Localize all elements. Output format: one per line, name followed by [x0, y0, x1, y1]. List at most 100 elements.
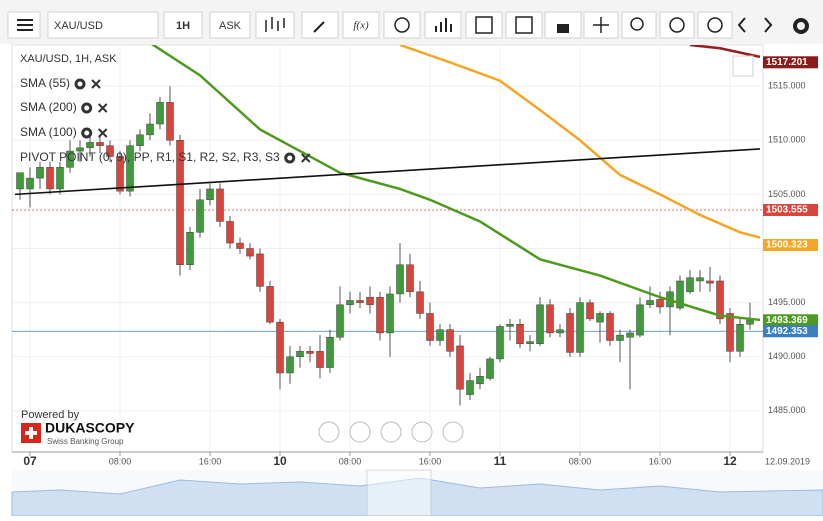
download-button[interactable]: [697, 11, 733, 39]
remove-icon[interactable]: [301, 153, 311, 163]
chart-type-button[interactable]: [255, 11, 295, 39]
candle-body: [316, 351, 324, 368]
y-tick-label: 1490.000: [768, 351, 806, 361]
x-tick-label: 07: [23, 454, 37, 468]
candle-body: [566, 313, 574, 353]
navigator: [11, 469, 823, 517]
period: 1H: [176, 20, 190, 32]
candle-body: [596, 313, 604, 323]
legend-label: SMA (200): [20, 100, 77, 114]
indicator-line: [151, 45, 761, 322]
candle-body: [556, 329, 564, 334]
logo-cross: [25, 427, 37, 439]
upload-icon: [669, 17, 685, 33]
candle-body: [16, 172, 24, 190]
settings-button[interactable]: [793, 18, 809, 34]
candle-body: [426, 313, 434, 341]
price-tag-label: 1492.353: [766, 326, 808, 337]
x-tick-label: 08:00: [569, 456, 592, 466]
calendar-button[interactable]: [465, 11, 503, 39]
candle-body: [446, 329, 454, 352]
candle-body: [476, 375, 484, 385]
gear-icon[interactable]: [284, 152, 296, 164]
candle-body: [66, 150, 74, 168]
candle-body: [726, 313, 734, 352]
candle-body: [406, 264, 414, 293]
legend-label: SMA (100): [20, 125, 77, 139]
candle-body: [746, 319, 754, 325]
candle-body: [716, 280, 724, 320]
navigator-window[interactable]: [366, 469, 432, 517]
news-button[interactable]: [505, 11, 543, 39]
candle-body: [576, 302, 584, 353]
x-tick-label: 11: [494, 454, 507, 468]
legend-level: , R3: [236, 150, 258, 164]
expand-button[interactable]: [732, 55, 754, 77]
info-icon: [394, 17, 410, 33]
candle-body: [166, 102, 174, 141]
calendar-icon: [475, 16, 493, 34]
news-icon: [515, 16, 533, 34]
gear-icon[interactable]: [74, 78, 86, 90]
info-button[interactable]: [383, 11, 421, 39]
upload-button[interactable]: [659, 11, 695, 39]
symbol: XAU/USD: [54, 20, 103, 32]
x-tick-label: 12: [723, 454, 737, 468]
prev-button[interactable]: [737, 17, 746, 33]
remove-icon[interactable]: [97, 128, 108, 138]
volume-button[interactable]: [424, 11, 462, 39]
candle-body: [216, 188, 224, 222]
candle-body: [616, 334, 624, 341]
symbol-box[interactable]: [47, 11, 159, 39]
nav-reset[interactable]: [380, 421, 402, 443]
price-tag: [763, 239, 818, 252]
candle-body: [536, 304, 544, 345]
zoom-button[interactable]: [621, 11, 657, 39]
candle-body: [506, 324, 514, 327]
menu-icon: [17, 19, 33, 31]
candle-body: [466, 380, 474, 395]
candle-body: [286, 356, 294, 374]
candle-body: [276, 321, 284, 374]
next-button[interactable]: [764, 17, 773, 33]
remove-icon[interactable]: [97, 103, 108, 113]
candle-body: [606, 313, 614, 341]
candle-body: [366, 296, 374, 306]
x-tick-label: 16:00: [419, 456, 442, 466]
indicator-line: [399, 45, 761, 239]
candle-body: [456, 345, 464, 390]
legend-level: , S3: [258, 150, 280, 164]
candle-body: [226, 221, 234, 244]
fx-button[interactable]: [342, 11, 380, 39]
y-tick-label: 1495.000: [768, 297, 806, 307]
candle-body: [526, 341, 534, 345]
gear-icon[interactable]: [81, 102, 93, 114]
candle-body: [206, 188, 214, 201]
side-button[interactable]: [209, 11, 251, 39]
candle-body: [676, 280, 684, 309]
candle-body: [176, 140, 184, 265]
y-tick-label: 1485.000: [768, 405, 806, 415]
candle-body: [126, 145, 134, 192]
legend-level: , PP: [127, 150, 150, 164]
nav-left[interactable]: [318, 421, 340, 443]
nav-right[interactable]: [442, 421, 464, 443]
nav-zoom-out[interactable]: [349, 421, 371, 443]
candle-body: [96, 142, 104, 146]
nav-zoom-in[interactable]: [411, 421, 433, 443]
candle-body: [106, 145, 114, 157]
candle-body: [336, 304, 344, 338]
candle-body: [136, 134, 144, 146]
x-tick-label: 16:00: [649, 456, 672, 466]
candle-body: [436, 329, 444, 341]
remove-icon[interactable]: [91, 79, 101, 89]
indicator-line: [689, 45, 761, 59]
candle-body: [46, 167, 54, 190]
candle-body: [346, 300, 354, 306]
cross-icon: [593, 17, 609, 33]
candle-body: [396, 264, 404, 295]
period-button[interactable]: [163, 11, 203, 39]
gear-icon[interactable]: [81, 127, 93, 139]
